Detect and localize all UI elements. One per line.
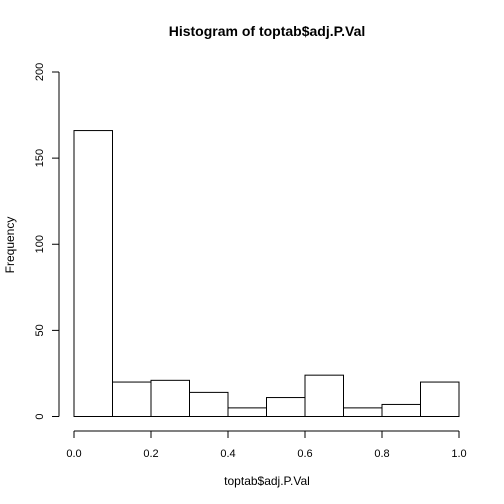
histogram-bar-2 <box>150 379 190 418</box>
x-tick-label: 0.2 <box>143 448 158 460</box>
histogram-bar-0 <box>73 130 113 417</box>
histogram-bar-8 <box>381 403 421 418</box>
x-tick-label: 1.0 <box>451 448 466 460</box>
chart-title: Histogram of toptab$adj.P.Val <box>169 23 366 39</box>
histogram-bar-1 <box>112 381 152 417</box>
y-tick-label: 200 <box>34 63 46 81</box>
x-tick-label: 0.8 <box>374 448 389 460</box>
histogram-bar-7 <box>343 407 383 418</box>
x-axis-label: toptab$adj.P.Val <box>224 474 310 488</box>
histogram-bar-3 <box>189 391 229 418</box>
y-tick-label: 100 <box>34 235 46 253</box>
x-tick-label: 0.6 <box>297 448 312 460</box>
x-tick-label: 0.0 <box>66 448 81 460</box>
y-tick-label: 50 <box>34 324 46 336</box>
histogram-bar-6 <box>304 374 344 418</box>
histogram-bar-9 <box>420 381 460 417</box>
histogram-bar-4 <box>227 407 267 418</box>
y-axis-label: Frequency <box>3 217 17 274</box>
y-tick-label: 150 <box>34 149 46 167</box>
bars-group <box>73 130 460 418</box>
histogram-bar-5 <box>266 397 306 417</box>
y-axis: 0 50 100 150 200 <box>34 63 60 420</box>
x-tick-label: 0.4 <box>220 448 235 460</box>
x-axis: 0.0 0.2 0.4 0.6 0.8 1.0 <box>66 430 467 460</box>
y-tick-label: 0 <box>34 413 46 419</box>
